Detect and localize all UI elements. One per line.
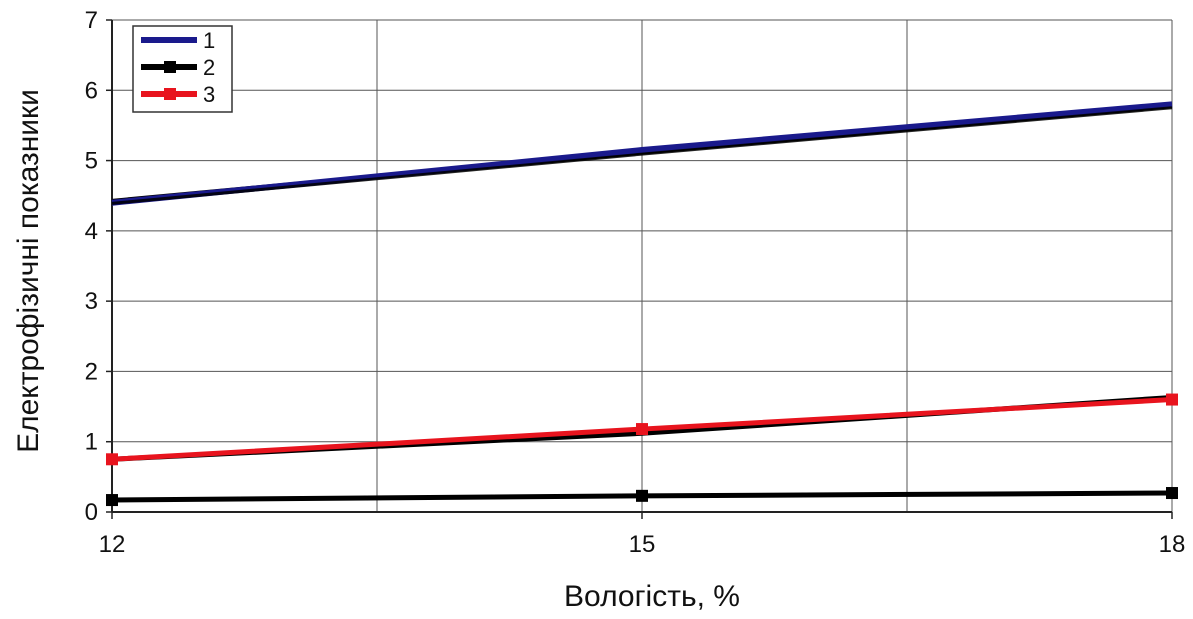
x-tick-label: 18 (1159, 531, 1186, 558)
legend-marker-3 (164, 88, 176, 100)
series-1-line (111, 101, 1173, 206)
y-tick-label: 1 (85, 429, 98, 456)
y-tick-label: 0 (85, 499, 98, 526)
y-tick-label: 2 (85, 358, 98, 385)
series-2-point (106, 494, 118, 507)
series-3-point (1166, 393, 1178, 406)
axes (106, 19, 1173, 519)
series-group (106, 101, 1178, 507)
series-2-point (636, 489, 648, 502)
y-axis-title: Електрофізичні показники (12, 89, 45, 453)
series-3-point (106, 453, 118, 466)
x-tick-label: 15 (629, 531, 656, 558)
legend-label-2: 2 (203, 55, 215, 80)
y-tick-label: 7 (85, 7, 98, 34)
series-2-point (1166, 487, 1178, 500)
x-axis-title: Вологість, % (564, 580, 740, 613)
legend-label-1: 1 (203, 28, 215, 53)
series-1-edge-line (111, 106, 1173, 205)
legend: 123 (132, 25, 233, 113)
series-3-point (636, 423, 648, 436)
grid (112, 19, 1173, 512)
y-tick-label: 6 (85, 77, 98, 104)
legend-marker-2 (164, 61, 176, 73)
y-tick-label: 5 (85, 148, 98, 175)
x-tick-label: 12 (99, 531, 126, 558)
y-tick-label: 3 (85, 288, 98, 315)
legend-label-3: 3 (203, 82, 215, 107)
y-tick-label: 4 (85, 218, 98, 245)
